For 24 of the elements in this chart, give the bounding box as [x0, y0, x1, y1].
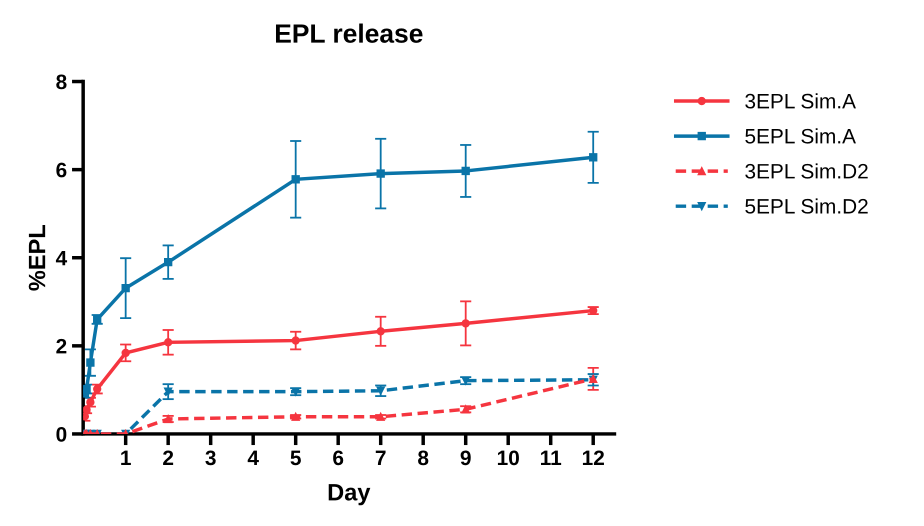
- x-tick-label: 4: [248, 450, 259, 466]
- x-tick-label: 12: [582, 450, 604, 466]
- x-tick-label: 3: [205, 450, 216, 466]
- legend-label: 3EPL Sim.D2: [745, 163, 868, 179]
- y-tick-label: 2: [56, 338, 66, 354]
- x-tick-label: 2: [163, 450, 174, 466]
- x-axis-title: Day: [328, 484, 370, 506]
- y-tick-label: 0: [56, 426, 66, 442]
- y-axis-title: %EPL: [28, 225, 46, 291]
- y-tick-label: 4: [56, 250, 68, 266]
- x-tick-label: 6: [333, 450, 344, 466]
- x-tick-label: 8: [418, 450, 428, 466]
- x-tick-label: 10: [498, 450, 519, 466]
- legend-label: 3EPL Sim.A: [745, 93, 856, 109]
- y-tick-label: 8: [56, 74, 67, 90]
- x-tick-label: 7: [376, 450, 386, 466]
- chart-title: EPL release: [276, 24, 422, 43]
- legend-label: 5EPL Sim.A: [745, 128, 856, 144]
- x-tick-label: 9: [460, 450, 471, 466]
- x-tick-label: 5: [290, 450, 301, 466]
- legend-label: 5EPL Sim.D2: [745, 198, 868, 214]
- x-tick-label: 1: [121, 450, 131, 466]
- y-tick-label: 6: [56, 162, 66, 178]
- x-tick-label: 11: [541, 450, 562, 466]
